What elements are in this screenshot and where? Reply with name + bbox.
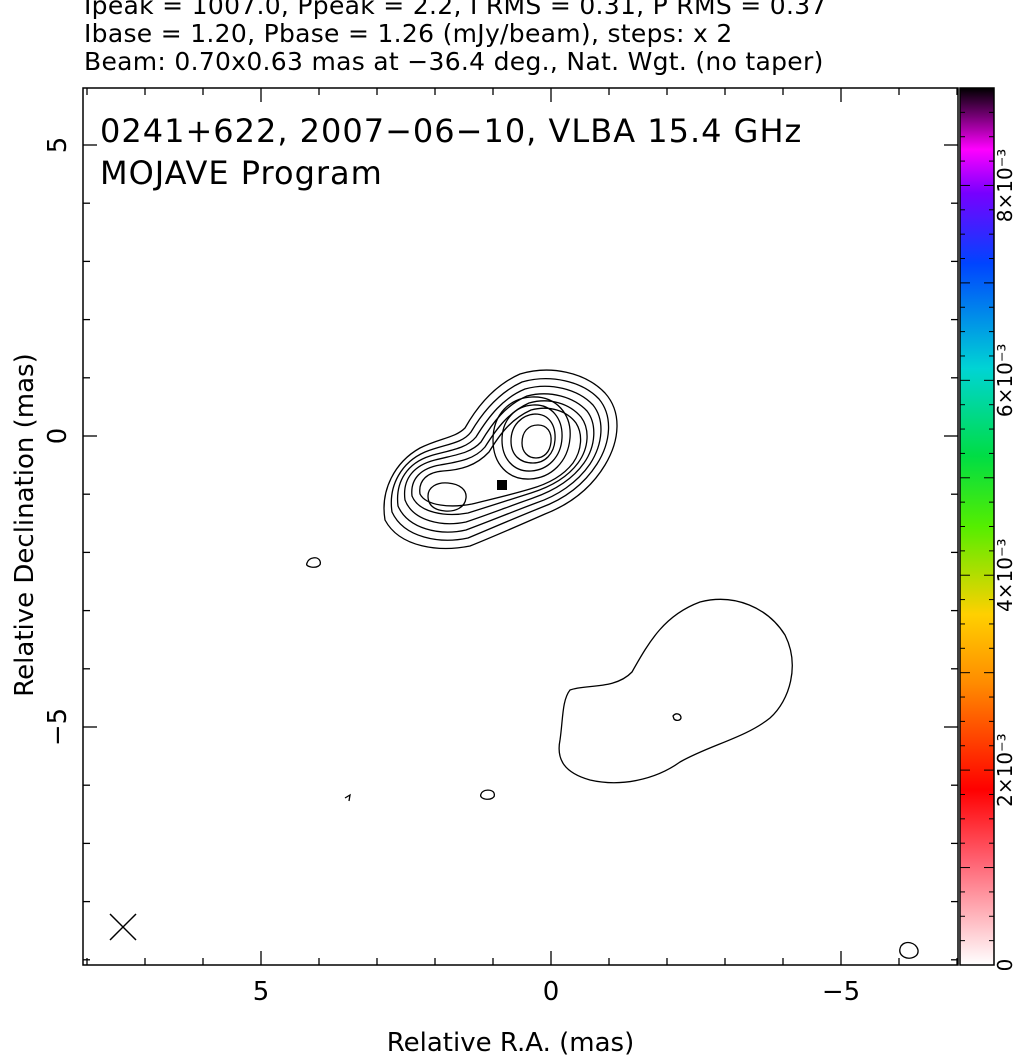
contour-outer-1 [383, 369, 618, 550]
colorbar-tick-label: 8×10⁻³ [993, 149, 1017, 223]
x-tick-label: −5 [822, 977, 860, 1007]
contour-outer-5 [411, 400, 588, 516]
y-tick-label: 0 [43, 428, 73, 445]
contour-outer-4 [403, 393, 595, 525]
header-line-peak: Ipeak = 1007.0, Ppeak = 2.2, I RMS = 0.3… [84, 0, 827, 20]
colorbar-tick-label: 6×10⁻³ [993, 344, 1017, 418]
y-tick-label: −5 [43, 708, 73, 746]
colorbar-tick-label: 0 [993, 959, 1017, 972]
colorbar-tick-label: 4×10⁻³ [993, 538, 1017, 612]
header-line-base: Ibase = 1.20, Pbase = 1.26 (mJy/beam), s… [84, 19, 733, 48]
contour-blob-5 [899, 941, 919, 959]
y-axis-label: Relative Declination (mas) [10, 353, 40, 697]
contour-secondary-inner [427, 482, 467, 512]
x-axis-label: Relative R.A. (mas) [386, 1028, 635, 1058]
contour-blob-2 [479, 789, 496, 800]
polarization-pixel [497, 480, 507, 490]
contour-blob-1 [305, 557, 322, 568]
x-tick-label: 0 [543, 977, 560, 1007]
contour-lines [305, 369, 919, 959]
beam-marker [109, 913, 137, 941]
x-tick-label: 5 [253, 977, 270, 1007]
plot-frame [82, 87, 959, 966]
y-tick-label: 5 [43, 137, 73, 154]
contour-outer-2 [390, 378, 610, 541]
chart-title: 0241+622, 2007−06−10, VLBA 15.4 GHz [100, 112, 802, 150]
contour-blob-3 [672, 713, 682, 722]
header-line-beam: Beam: 0.70x0.63 mas at −36.4 deg., Nat. … [84, 47, 824, 76]
contour-outer-6 [419, 407, 582, 507]
axis-tick-labels: 5 0 −5 5 0 −5 [43, 137, 860, 1007]
contour-core-7 [492, 396, 571, 480]
contour-core-9 [510, 413, 556, 464]
axis-ticks [83, 88, 958, 965]
contour-core-8 [501, 404, 563, 472]
colorbar-tick-label: 2×10⁻³ [993, 733, 1017, 807]
colorbar [959, 87, 995, 966]
contour-core-10 [521, 424, 552, 459]
contour-outer-3 [396, 385, 602, 533]
contour-blob-4 [344, 793, 351, 802]
plot-header: Ipeak = 1007.0, Ppeak = 2.2, I RMS = 0.3… [84, 0, 1014, 76]
contour-diffuse [558, 598, 793, 784]
colorbar-tick-labels: 0 2×10⁻³ 4×10⁻³ 6×10⁻³ 8×10⁻³ [993, 149, 1017, 972]
colorbar-ticks [960, 111, 994, 966]
chart-subtitle: MOJAVE Program [100, 154, 383, 192]
